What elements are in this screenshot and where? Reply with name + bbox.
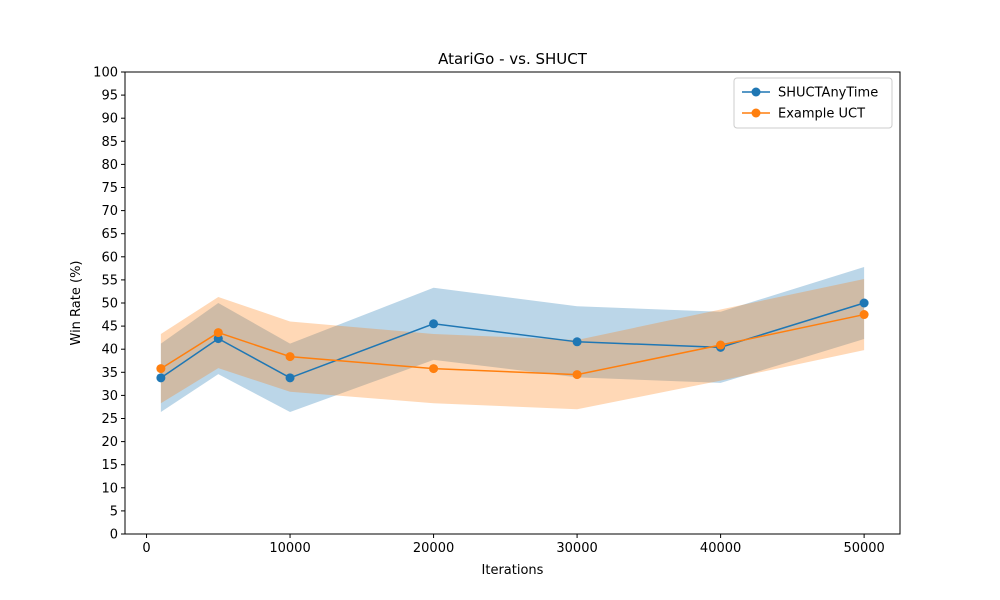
x-tick-label: 50000 — [843, 541, 884, 556]
x-tick-label: 10000 — [269, 541, 310, 556]
y-tick-label: 45 — [101, 320, 118, 335]
y-tick-label: 55 — [101, 273, 118, 288]
confidence-band — [160, 266, 865, 413]
x-tick-label: 0 — [142, 541, 150, 556]
y-tick-label: 65 — [101, 227, 118, 242]
data-point — [859, 310, 869, 320]
confidence-band — [160, 278, 865, 410]
y-tick-label: 0 — [110, 528, 118, 543]
data-point — [285, 373, 295, 383]
data-point — [429, 364, 439, 374]
legend: SHUCTAnyTime Example UCT — [733, 77, 893, 129]
y-tick-label: 80 — [101, 158, 118, 173]
legend-box — [733, 77, 893, 129]
confidence-bands — [160, 266, 865, 413]
x-tick-label: 30000 — [556, 541, 597, 556]
x-axis: 0 10000 20000 30000 40000 50000 — [142, 534, 885, 556]
data-point — [572, 370, 582, 380]
y-tick-label: 20 — [101, 435, 118, 450]
data-point — [429, 319, 439, 329]
y-tick-label: 15 — [101, 458, 118, 473]
y-tick-label: 50 — [101, 297, 118, 312]
y-tick-label: 5 — [110, 504, 118, 519]
y-tick-label: 95 — [101, 89, 118, 104]
data-point — [572, 337, 582, 347]
y-tick-label: 100 — [93, 66, 118, 81]
y-tick-label: 30 — [101, 389, 118, 404]
y-tick-label: 25 — [101, 412, 118, 427]
y-tick-label: 70 — [101, 204, 118, 219]
y-tick-label: 90 — [101, 112, 118, 127]
data-point — [716, 340, 726, 350]
x-tick-label: 20000 — [413, 541, 454, 556]
chart-title: AtariGo - vs. SHUCT — [438, 50, 588, 68]
data-point — [285, 352, 295, 362]
series-markers — [156, 298, 869, 383]
x-axis-label: Iterations — [482, 563, 544, 578]
y-tick-label: 85 — [101, 135, 118, 150]
y-axis: 0 5 10 15 20 25 30 35 40 45 50 55 60 65 70 75 80 85 90 95 10… — [93, 66, 125, 543]
data-point — [859, 298, 869, 308]
legend-label: SHUCTAnyTime — [778, 86, 878, 101]
y-tick-label: 10 — [101, 481, 118, 496]
data-point — [213, 328, 223, 338]
y-tick-label: 60 — [101, 250, 118, 265]
data-point — [156, 373, 166, 383]
y-axis-label: Win Rate (%) — [69, 261, 84, 346]
legend-label: Example UCT — [778, 107, 865, 122]
y-tick-label: 35 — [101, 366, 118, 381]
y-tick-label: 75 — [101, 181, 118, 196]
x-tick-label: 40000 — [700, 541, 741, 556]
legend-swatch-marker — [751, 87, 761, 97]
legend-swatch-marker — [751, 108, 761, 118]
data-point — [156, 364, 166, 374]
y-tick-label: 40 — [101, 343, 118, 358]
